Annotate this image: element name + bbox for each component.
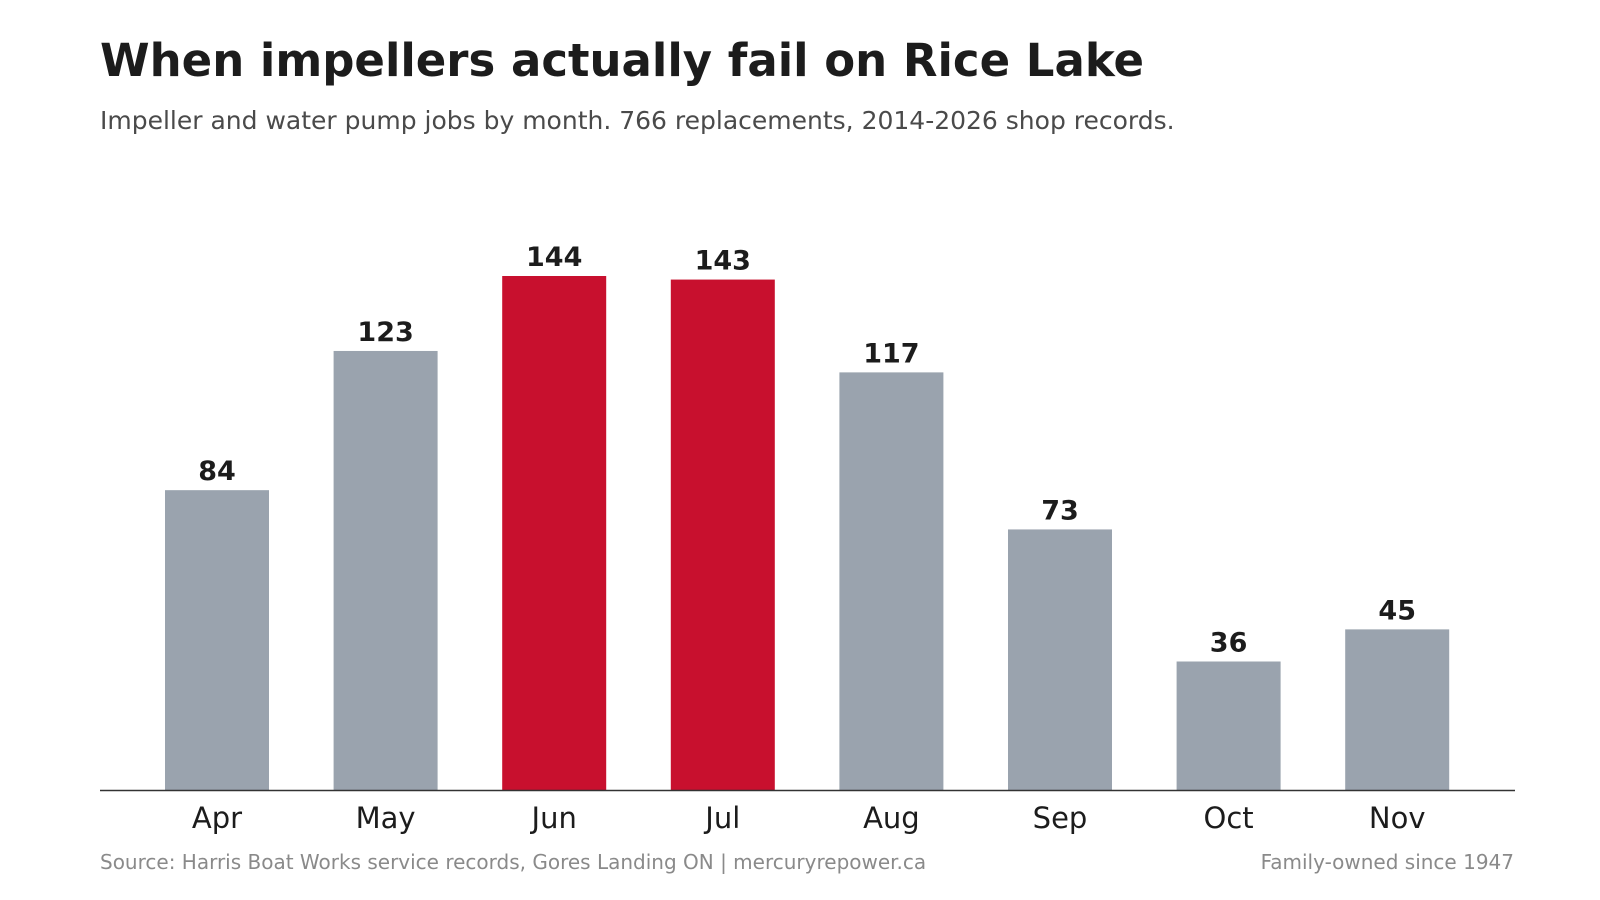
bar-jun (502, 276, 607, 790)
bar-nov (1345, 629, 1450, 790)
value-label-aug: 117 (863, 338, 919, 369)
bar-chart: 84 123 144 143 117 73 36 45 Apr May Jun Jul Aug Sep O… (100, 242, 1515, 835)
x-tick-label-aug: Aug (863, 801, 920, 835)
x-tick-label-nov: Nov (1369, 801, 1426, 835)
bar-aug (839, 372, 944, 790)
value-label-jul: 143 (695, 246, 751, 277)
chart-subtitle: Impeller and water pump jobs by month. 7… (100, 106, 1175, 135)
x-tick-label-sep: Sep (1033, 801, 1088, 835)
bar-jul (670, 279, 775, 790)
value-label-sep: 73 (1041, 495, 1079, 526)
x-tick-label-jun: Jun (530, 801, 577, 835)
value-label-nov: 45 (1378, 595, 1416, 626)
value-label-jun: 144 (526, 242, 582, 273)
bars-group (165, 276, 1450, 790)
source-note: Source: Harris Boat Works service record… (100, 850, 927, 874)
chart-title: When impellers actually fail on Rice Lak… (100, 34, 1145, 87)
x-tick-label-apr: Apr (192, 801, 242, 835)
x-tick-label-may: May (356, 801, 416, 835)
bar-apr (165, 490, 269, 790)
x-tick-label-jul: Jul (703, 801, 740, 835)
bar-oct (1176, 661, 1281, 790)
x-tick-label-oct: Oct (1204, 801, 1254, 835)
bar-may (333, 350, 438, 790)
value-label-oct: 36 (1210, 628, 1248, 659)
bar-sep (1008, 529, 1112, 790)
value-label-apr: 84 (198, 456, 236, 487)
tagline: Family-owned since 1947 (1260, 850, 1514, 874)
value-label-may: 123 (357, 317, 413, 348)
value-labels-group: 84 123 144 143 117 73 36 45 (198, 242, 1416, 659)
x-tick-labels-group: Apr May Jun Jul Aug Sep Oct Nov (192, 801, 1426, 835)
